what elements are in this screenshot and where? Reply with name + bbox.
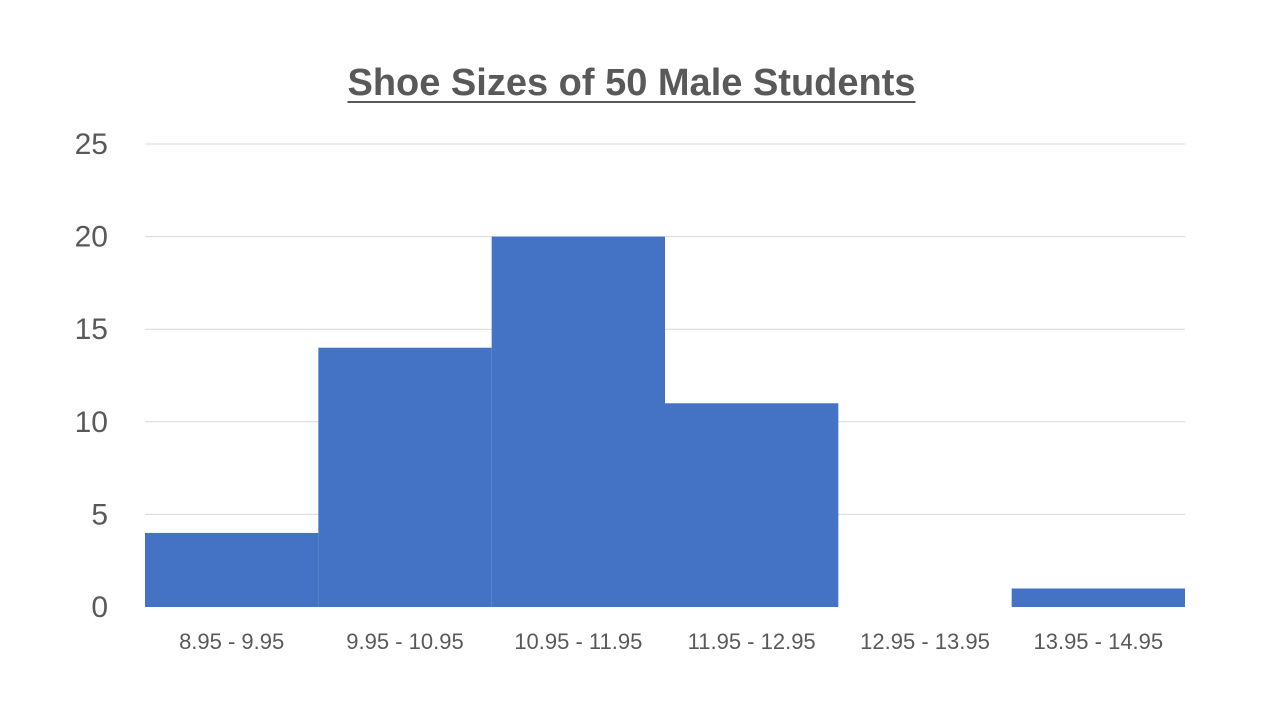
histogram-bar bbox=[1011, 588, 1185, 607]
y-tick-label: 20 bbox=[75, 221, 108, 254]
histogram-bar bbox=[665, 403, 839, 607]
histogram-bar bbox=[145, 532, 319, 607]
histogram-bar bbox=[318, 347, 492, 607]
x-tick-label: 12.95 - 13.95 bbox=[860, 629, 990, 654]
x-tick-label: 13.95 - 14.95 bbox=[1033, 629, 1163, 654]
y-tick-label: 15 bbox=[75, 313, 108, 346]
x-axis-tick-labels: 8.95 - 9.95 9.95 - 10.95 10.95 - 11.95 11.9… bbox=[179, 629, 1163, 654]
histogram-bar bbox=[491, 236, 665, 607]
x-tick-label: 9.95 - 10.95 bbox=[346, 629, 463, 654]
x-tick-label: 11.95 - 12.95 bbox=[688, 629, 816, 654]
y-tick-label: 25 bbox=[75, 128, 108, 161]
x-tick-label: 8.95 - 9.95 bbox=[179, 629, 284, 654]
x-tick-label: 10.95 - 11.95 bbox=[514, 629, 642, 654]
y-tick-label: 10 bbox=[75, 406, 108, 439]
y-axis-tick-labels: 0 5 10 15 20 25 bbox=[75, 128, 108, 624]
bars bbox=[145, 236, 1185, 607]
chart-title: Shoe Sizes of 50 Male Students bbox=[347, 62, 916, 104]
y-tick-label: 0 bbox=[91, 591, 108, 624]
y-tick-label: 5 bbox=[91, 498, 108, 531]
